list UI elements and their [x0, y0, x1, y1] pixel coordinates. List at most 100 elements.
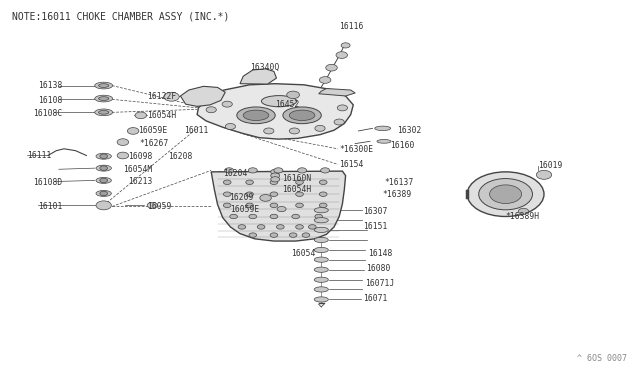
Text: 16071J: 16071J: [365, 279, 394, 288]
Ellipse shape: [314, 297, 328, 302]
Circle shape: [270, 180, 278, 185]
Circle shape: [225, 168, 234, 173]
Circle shape: [319, 203, 327, 208]
Text: 16054H: 16054H: [282, 185, 311, 194]
Text: *16389: *16389: [383, 190, 412, 199]
Ellipse shape: [237, 107, 275, 124]
Circle shape: [246, 192, 253, 196]
Text: 16059E: 16059E: [230, 205, 260, 214]
Ellipse shape: [314, 218, 328, 223]
Ellipse shape: [314, 267, 328, 272]
Circle shape: [276, 225, 284, 229]
Circle shape: [296, 203, 303, 208]
Circle shape: [336, 52, 348, 58]
Circle shape: [298, 168, 307, 173]
Text: 16080: 16080: [366, 264, 390, 273]
Circle shape: [341, 43, 350, 48]
Ellipse shape: [99, 97, 109, 100]
Text: 16213: 16213: [128, 177, 152, 186]
Circle shape: [296, 192, 303, 196]
Text: 16340Q: 16340Q: [250, 62, 279, 71]
Circle shape: [248, 168, 257, 173]
Circle shape: [135, 112, 147, 119]
Text: 16098: 16098: [128, 152, 152, 161]
Circle shape: [270, 214, 278, 219]
Ellipse shape: [314, 208, 328, 213]
Circle shape: [147, 202, 157, 208]
Ellipse shape: [314, 257, 328, 262]
Text: 16101: 16101: [38, 202, 63, 211]
Circle shape: [289, 233, 297, 237]
Ellipse shape: [99, 84, 109, 87]
Circle shape: [319, 180, 327, 185]
Circle shape: [308, 225, 316, 229]
Circle shape: [100, 154, 108, 158]
Circle shape: [518, 208, 529, 214]
Circle shape: [225, 124, 236, 129]
Circle shape: [319, 192, 327, 196]
Text: 16059E: 16059E: [138, 126, 167, 135]
Polygon shape: [197, 84, 353, 139]
Circle shape: [271, 177, 280, 182]
Ellipse shape: [377, 140, 391, 143]
Circle shape: [479, 179, 532, 210]
Ellipse shape: [375, 126, 390, 131]
Circle shape: [321, 168, 330, 173]
Ellipse shape: [95, 109, 113, 116]
Ellipse shape: [243, 110, 269, 121]
Circle shape: [270, 233, 278, 237]
Ellipse shape: [95, 82, 113, 89]
Text: 16138: 16138: [38, 81, 63, 90]
Text: 16108D: 16108D: [33, 178, 63, 187]
Circle shape: [100, 191, 108, 196]
Circle shape: [100, 166, 108, 170]
Circle shape: [249, 214, 257, 219]
Text: 16071: 16071: [364, 294, 388, 303]
Circle shape: [164, 92, 179, 101]
Text: 16209: 16209: [229, 193, 253, 202]
Circle shape: [296, 225, 303, 229]
Circle shape: [289, 128, 300, 134]
Circle shape: [223, 180, 231, 185]
Circle shape: [319, 77, 331, 83]
Ellipse shape: [96, 177, 111, 183]
Circle shape: [315, 125, 325, 131]
Circle shape: [315, 214, 323, 219]
Text: 16160N: 16160N: [282, 174, 311, 183]
Circle shape: [246, 180, 253, 185]
Circle shape: [287, 91, 300, 99]
Ellipse shape: [95, 95, 113, 102]
Circle shape: [206, 107, 216, 113]
Text: 16059: 16059: [147, 202, 172, 211]
Circle shape: [296, 180, 303, 185]
Circle shape: [271, 173, 280, 178]
Text: ^ 6OS 0007: ^ 6OS 0007: [577, 354, 627, 363]
Circle shape: [117, 139, 129, 145]
Text: 16452: 16452: [275, 100, 300, 109]
Ellipse shape: [96, 165, 111, 171]
Circle shape: [230, 214, 237, 219]
Text: 16208: 16208: [168, 152, 192, 161]
Text: 16160: 16160: [390, 141, 415, 150]
Circle shape: [223, 192, 231, 196]
Text: 16019: 16019: [538, 161, 562, 170]
Text: 16122F: 16122F: [147, 92, 177, 101]
Text: NOTE:16011 CHOKE CHAMBER ASSY (INC.*): NOTE:16011 CHOKE CHAMBER ASSY (INC.*): [12, 11, 229, 21]
Circle shape: [223, 203, 231, 208]
Text: 16108C: 16108C: [33, 109, 63, 118]
Circle shape: [337, 105, 348, 111]
Text: 16302: 16302: [397, 126, 421, 135]
Ellipse shape: [99, 110, 109, 114]
Circle shape: [326, 64, 337, 71]
Text: 16154: 16154: [339, 160, 364, 169]
Circle shape: [467, 172, 544, 217]
Ellipse shape: [96, 190, 111, 196]
Ellipse shape: [314, 247, 328, 253]
Text: *16389H: *16389H: [506, 212, 540, 221]
Text: 16148: 16148: [368, 249, 392, 258]
Polygon shape: [319, 89, 355, 96]
Text: *16137: *16137: [384, 178, 413, 187]
Ellipse shape: [314, 287, 328, 292]
Ellipse shape: [314, 227, 328, 232]
Ellipse shape: [314, 277, 328, 282]
